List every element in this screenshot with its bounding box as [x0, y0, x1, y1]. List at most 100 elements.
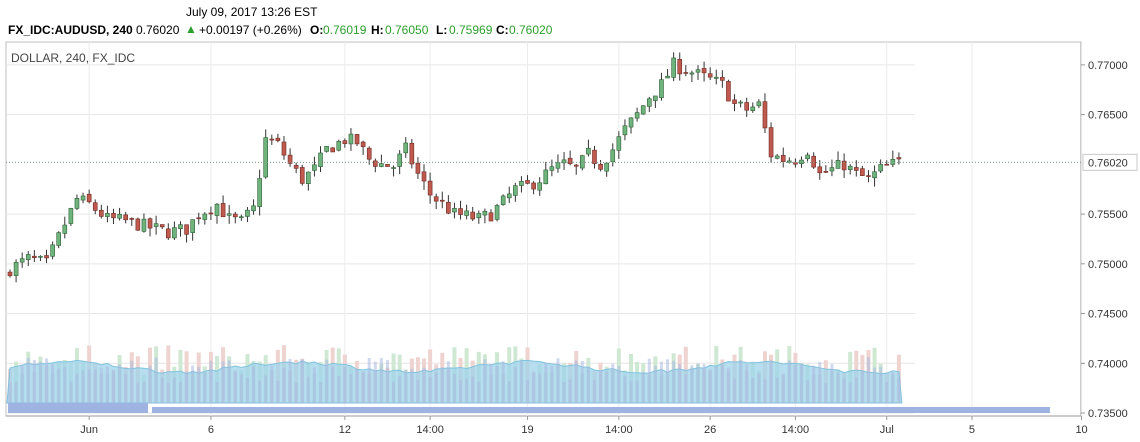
candle-up [671, 57, 676, 78]
header-high-value: 0.76050 [385, 23, 429, 37]
candle-down [853, 167, 859, 171]
volume-bar-inner [319, 382, 323, 403]
candle-down [573, 164, 579, 167]
candle-up [689, 72, 695, 75]
candle-up [543, 169, 549, 185]
volume-bar-inner [148, 365, 152, 403]
candle-down [330, 147, 335, 153]
candle-down [896, 157, 902, 160]
volume-bar-inner [781, 373, 785, 403]
candle-up [829, 167, 835, 172]
volume-bar-inner [258, 380, 262, 403]
candle-up [805, 154, 810, 160]
candle-up [74, 198, 80, 209]
candle-up [847, 165, 853, 170]
x-tick-label: 12 [339, 424, 351, 436]
candle-down [7, 271, 13, 277]
candle-down [99, 209, 104, 217]
candle-down [726, 81, 731, 102]
candle-down [860, 168, 865, 176]
candle-up [513, 185, 518, 196]
volume-bar-inner [191, 365, 195, 403]
candle-down [446, 201, 451, 214]
candle-down [385, 164, 390, 167]
volume-bar-inner [105, 366, 109, 403]
header-close-value: 0.76020 [509, 23, 553, 37]
volume-bar-inner [166, 382, 170, 403]
candle-down [683, 72, 689, 74]
x-tick-label: 26 [704, 424, 716, 436]
header-high-label: H: [371, 23, 384, 37]
candle-up [586, 147, 591, 155]
candle-down [567, 157, 573, 164]
candle-down [598, 163, 603, 170]
y-tick-label: 0.73500 [1088, 408, 1128, 420]
volume-bar-inner [136, 382, 140, 403]
candle-up [105, 213, 110, 217]
candle-up [774, 155, 780, 159]
volume-bar-inner [112, 369, 116, 403]
volume-bar-inner [477, 381, 481, 403]
candle-up [348, 133, 354, 145]
volume-bar-inner [227, 360, 231, 403]
volume-bar-inner [495, 365, 499, 403]
volume-bar-inner [720, 364, 724, 403]
volume-bar-inner [623, 376, 627, 403]
x-tick-label: Jun [80, 424, 98, 436]
volume-bar-inner [385, 360, 389, 403]
candle-up [391, 167, 396, 169]
candle-up [665, 75, 670, 79]
candle-up [68, 208, 74, 224]
candle-down [147, 218, 153, 229]
volume-bar-inner [775, 377, 779, 403]
candle-down [793, 162, 798, 165]
volume-bar-inner [842, 378, 846, 403]
volume-bar-inner [806, 380, 810, 403]
volume-bar-inner [361, 372, 365, 403]
header-change: +0.00197 (+0.26%) [199, 23, 302, 37]
header-last-price: 0.76020 [136, 23, 180, 37]
candle-up [245, 209, 250, 217]
volume-bar-inner [452, 373, 456, 403]
volume-bar-inner [197, 366, 201, 403]
candle-up [580, 155, 585, 169]
candle-down [409, 143, 415, 165]
candle-up [519, 181, 524, 186]
volume-bar-inner [568, 379, 572, 403]
candle-down [293, 165, 299, 169]
volume-bar-inner [404, 369, 408, 403]
candle-down [220, 203, 226, 218]
candle-down [196, 217, 202, 220]
candle-down [780, 155, 786, 162]
candle-down [421, 171, 427, 182]
volume-bar-inner [526, 379, 530, 403]
volume-bar-inner [745, 364, 749, 403]
candle-up [561, 159, 567, 164]
price-chart[interactable]: 0.77000 0.76500 0.75500 0.75000 0.74500 0.740… [0, 40, 1140, 442]
candle-down [762, 101, 768, 129]
current-price-marker: 0.76020 [6, 153, 1138, 171]
candle-up [403, 142, 409, 154]
header-symbol: FX_IDC:AUDUSD, 240 [8, 23, 133, 37]
volume-bar-inner [428, 376, 432, 403]
candle-down [866, 175, 871, 177]
volume-bar-inner [245, 377, 249, 403]
candle-up [50, 244, 55, 257]
candle-up [336, 141, 342, 151]
candle-down [525, 180, 530, 184]
candle-down [208, 212, 214, 215]
volume-bar-inner [130, 360, 134, 403]
volume-bar-inner [38, 361, 42, 403]
volume-bar-inner [854, 377, 858, 403]
candle-up [464, 210, 469, 216]
candle-down [884, 163, 890, 166]
volume-bar-inner [873, 367, 877, 403]
candle-down [439, 199, 445, 202]
candle-up [890, 158, 896, 165]
candle-up [56, 232, 62, 246]
candle-up [476, 213, 482, 219]
volume-bar-inner [733, 378, 737, 403]
volume-bar-inner [276, 380, 280, 403]
volume-bar-inner [465, 378, 469, 403]
candle-up [835, 160, 841, 169]
